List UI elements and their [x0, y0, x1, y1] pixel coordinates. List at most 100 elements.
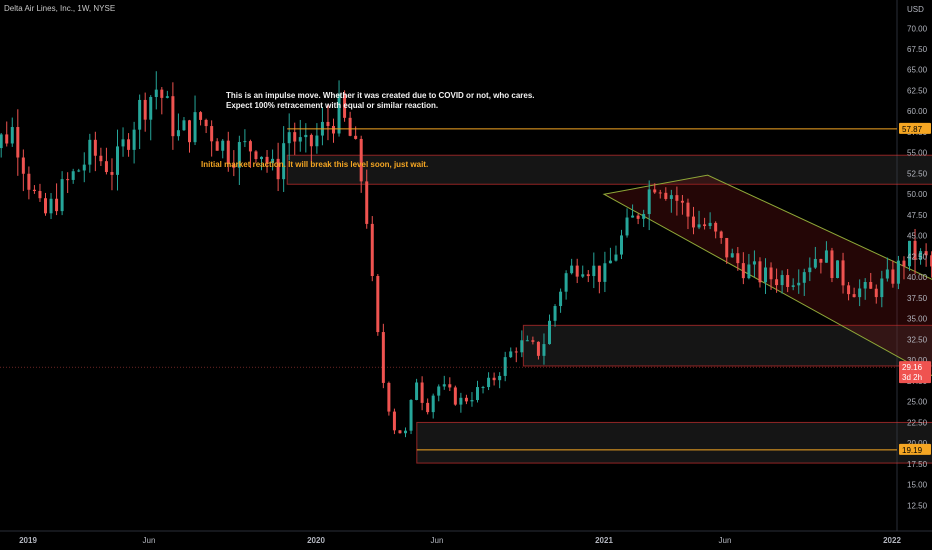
current-price-tag-countdown: 3d 2h — [902, 373, 922, 382]
candle — [536, 341, 540, 360]
candle-body — [326, 121, 330, 126]
candle — [27, 166, 31, 200]
candle-body — [692, 216, 696, 228]
candle-body — [160, 89, 164, 98]
y-tick-label: 65.00 — [907, 66, 928, 75]
candle — [708, 212, 712, 230]
candle — [714, 221, 718, 239]
candle-body — [409, 399, 413, 431]
candle — [470, 392, 474, 407]
candle — [625, 208, 629, 238]
candle-body — [376, 276, 380, 333]
reaction-annotation[interactable]: Initial market reaction. It will break t… — [201, 160, 429, 169]
candle-body — [271, 158, 275, 163]
candle-body — [764, 267, 768, 283]
candle — [32, 185, 36, 194]
candle-body — [658, 192, 662, 194]
candle — [703, 217, 707, 230]
y-tick-label: 35.00 — [907, 315, 928, 324]
candle — [376, 274, 380, 336]
candle — [819, 258, 823, 274]
candle-body — [664, 192, 668, 199]
candle — [232, 150, 236, 177]
candle — [464, 394, 468, 405]
candle-body — [564, 273, 568, 292]
candle — [741, 252, 745, 285]
candle — [99, 147, 103, 166]
y-tick-label: 15.00 — [907, 481, 928, 490]
resistance-price-tag-label: 57.87 — [902, 125, 923, 134]
y-tick-label: 20.00 — [907, 439, 928, 448]
candle — [398, 430, 402, 434]
candle — [692, 206, 696, 235]
candle — [176, 113, 180, 141]
candle-body — [880, 278, 884, 298]
candle-body — [548, 320, 552, 345]
candle-body — [697, 224, 701, 228]
candle — [149, 95, 153, 141]
candle-body — [570, 265, 574, 274]
candle-body — [309, 134, 313, 147]
candle-body — [348, 117, 352, 136]
candle-body — [392, 411, 396, 431]
candle — [836, 260, 840, 279]
candle-body — [154, 89, 158, 98]
candle — [188, 119, 192, 153]
candle-body — [636, 215, 640, 219]
y-tick-label: 67.50 — [907, 45, 928, 54]
candle — [116, 129, 120, 191]
candle-body — [913, 240, 917, 260]
candle-body — [847, 285, 851, 295]
candle — [919, 248, 923, 265]
candle — [631, 204, 635, 218]
candle-body — [647, 189, 651, 215]
candle — [66, 172, 70, 194]
time-axis[interactable]: 2019Jun2020Jun2021Jun2022Jun2023Jun2024M… — [19, 536, 932, 545]
candle — [365, 169, 369, 229]
candle-body — [315, 135, 319, 147]
candle — [531, 336, 535, 345]
candle-body — [631, 215, 635, 218]
chart-title: Delta Air Lines, Inc., 1W, NYSE — [4, 4, 116, 13]
candle — [93, 131, 97, 172]
candle — [858, 279, 862, 307]
candle — [337, 80, 341, 137]
y-tick-label: 47.50 — [907, 211, 928, 220]
candle — [697, 210, 701, 230]
candle — [902, 256, 906, 280]
candle — [160, 87, 164, 115]
candle — [664, 187, 668, 201]
candle-body — [93, 139, 97, 156]
impulse-annotation[interactable]: This is an impulse move. Whether it was … — [226, 91, 535, 110]
candle — [885, 257, 889, 282]
candle — [896, 255, 900, 290]
candle-body — [442, 384, 446, 387]
candle-body — [38, 191, 42, 199]
zone-rect — [522, 324, 932, 367]
candle-body — [121, 139, 125, 147]
candle — [10, 117, 14, 147]
candle — [758, 257, 762, 288]
candle — [127, 133, 131, 157]
candle — [276, 142, 280, 192]
y-tick-label: 70.00 — [907, 24, 928, 33]
candle — [459, 392, 463, 413]
candle-body — [575, 265, 579, 277]
candle-body — [747, 264, 751, 279]
candle-body — [520, 340, 524, 353]
candle — [592, 252, 596, 289]
candle — [847, 282, 851, 301]
candle-body — [199, 112, 203, 120]
candle — [248, 139, 252, 168]
candle-body — [426, 402, 430, 413]
candle — [442, 375, 446, 390]
x-tick-label: Jun — [719, 536, 732, 545]
candle-body — [237, 142, 241, 168]
candle-body — [841, 260, 845, 286]
candle-body — [193, 112, 197, 143]
y-tick-label: 32.50 — [907, 335, 928, 344]
support-price-tag: 19.19 — [899, 443, 931, 455]
candle-body — [32, 189, 36, 192]
